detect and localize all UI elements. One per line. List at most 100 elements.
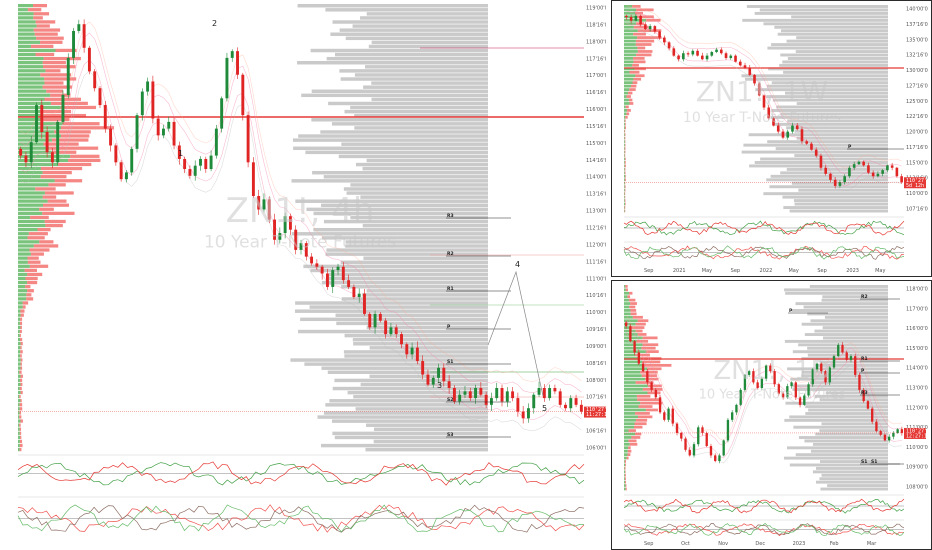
candle-body [426,374,430,385]
candle-body [753,74,756,84]
vp-bar-up [624,136,625,140]
candle-body [325,273,329,287]
vp-bar-down [637,46,646,50]
vp-gray-bar [804,333,888,336]
y-tick-label: 111'00'0 [586,276,606,282]
vp-bar-up [18,321,20,325]
vp-gray-bar [783,206,888,210]
vp-gray-bar [334,52,488,57]
vp-bar-down [624,157,626,161]
vp-gray-bar [805,405,888,409]
vp-gray-bar [760,157,888,161]
vp-gray-bar [807,312,888,316]
vp-bar-up [624,453,628,456]
vp-gray-bar [329,399,488,403]
x-tick-label: 2023 [793,541,806,547]
vp-bar-up [18,56,44,61]
x-tick-label: Mar [867,541,877,547]
candle-body [378,313,382,321]
vp-gray-bar [795,453,888,457]
y-tick-label: 117'00'0 [906,306,928,312]
candle-body [331,270,335,287]
vp-bar-up [624,199,625,202]
oscillator-line [17,461,585,486]
candle-body [777,384,781,394]
candle-body [310,256,314,264]
candle-body [463,391,467,395]
candle-body [251,162,255,196]
candle-body [747,371,751,375]
vp-bar-up [624,109,628,112]
vp-bar-down [42,85,73,89]
vp-gray-bar [825,391,888,395]
vp-bar-down [35,52,55,57]
y-tick-label: 120'00'0 [906,130,928,136]
vp-bar-down [39,207,54,211]
candle-body [838,182,842,186]
candle-body [320,266,324,274]
vp-bar-down [49,146,99,150]
vp-bar-down [624,164,626,168]
vp-bar-down [33,12,50,16]
vp-bar-up [624,119,625,123]
vp-gray-bar [323,411,488,415]
envelope-line [20,21,582,382]
candle-body [832,356,836,368]
vp-bar-down [20,362,22,366]
vp-bar-down [624,195,626,199]
vp-bar-down [635,412,650,415]
vp-gray-bar [313,228,488,232]
wave-projection [487,270,544,397]
vp-bar-up [18,138,52,142]
vp-bar-up [18,105,61,110]
vp-gray-bar [373,427,488,432]
weekly-chart-panel[interactable]: 140'00'0 137'16'0 135'00'0 132'16'0 130'00'0… [611,0,932,277]
weekly-chart-svg[interactable]: 140'00'0 137'16'0 135'00'0 132'16'0 130'00'0… [612,1,931,276]
daily-chart-panel[interactable]: 118'00'0 117'00'0 116'00'0 115'00'0 114'00'0… [611,280,932,550]
daily-chart-svg[interactable]: 118'00'0 117'00'0 116'00'0 115'00'0 114'00'0… [612,281,931,549]
y-tick-label: 113'16'0 [586,192,606,198]
vp-gray-bar [369,346,488,350]
main-chart-panel[interactable]: 119'00'0 118'16'0 118'00'0 117'16'0 117'00'0… [0,0,606,550]
vp-bar-up [624,377,646,381]
vp-bar-up [18,325,21,330]
main-chart-svg[interactable]: 119'00'0 118'16'0 118'00'0 117'16'0 117'00'0… [0,0,606,550]
candle-body [663,37,666,43]
y-tick-label: 109'16'0 [586,327,606,333]
vp-bar-up [18,439,20,444]
vp-bar-down [28,232,48,236]
vp-bar-up [624,487,626,491]
candle-body [119,162,123,180]
vp-gray-bar [803,305,888,309]
vp-bar-up [624,122,625,126]
vp-gray-bar [295,301,488,305]
y-tick-label: 115'00'0 [586,141,606,147]
vp-bar-down [624,199,626,202]
vp-bar-up [624,5,633,8]
candle-body [341,266,345,281]
vp-bar-up [18,435,21,439]
vp-gray-bar [361,293,488,297]
candle-body [527,408,530,419]
vp-bar-down [35,20,56,24]
candle-body [629,17,633,21]
candle-body [633,341,636,353]
candle-body [634,15,638,21]
candle-body [862,161,865,166]
vp-bar-down [635,43,652,46]
vp-bar-up [18,97,45,101]
vp-bar-down [637,398,660,402]
y-tick-label: 130'00'0 [906,68,928,74]
vp-gray-bar [328,276,488,281]
candle-body [735,404,738,413]
candle-body [786,386,789,398]
vp-gray-bar [789,415,888,419]
vp-bar-down [19,407,23,411]
vp-gray-bar [780,29,888,33]
vp-bar-up [18,77,45,81]
vp-bar-down [27,256,39,260]
vp-bar-up [18,244,34,248]
vp-gray-bar [345,240,488,244]
candle-body [24,155,28,163]
vp-bar-down [624,466,626,470]
